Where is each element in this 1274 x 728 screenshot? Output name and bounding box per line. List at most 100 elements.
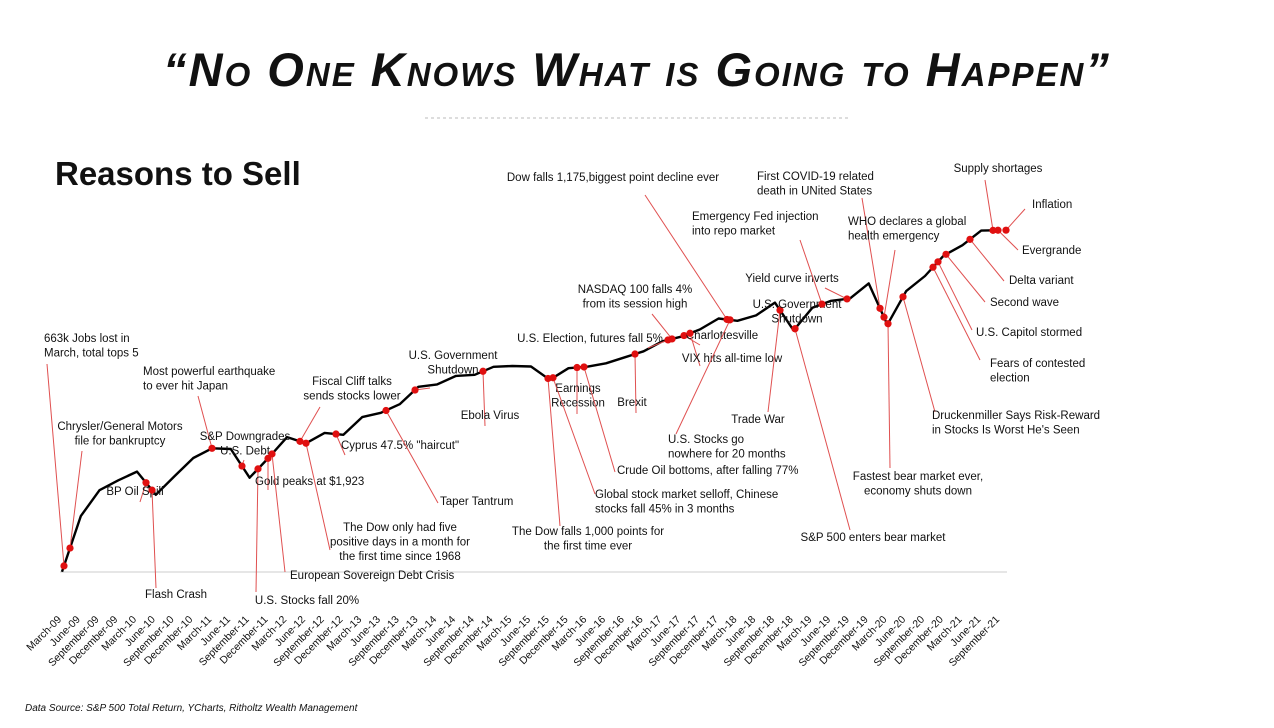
event-dot	[382, 406, 390, 415]
event-dot	[268, 450, 276, 458]
event-dot	[776, 306, 784, 314]
annotation: in Stocks Is Worst He's Seen	[932, 425, 1080, 437]
event-dot	[966, 235, 974, 243]
leader-line	[644, 194, 728, 320]
leader-line	[299, 406, 321, 442]
annotation: Recession	[551, 398, 605, 410]
annotation: Taper Tantrum	[440, 496, 513, 508]
event-dot	[934, 258, 942, 266]
leader-line	[997, 229, 1019, 251]
annotation: U.S. Debt	[220, 446, 271, 458]
leader-line	[547, 378, 561, 527]
event-dot	[411, 386, 419, 394]
annotation: U.S. Election, futures fall 5%	[517, 333, 663, 345]
leader-line	[794, 328, 851, 531]
leader-line	[305, 443, 331, 551]
leader-line	[583, 366, 616, 473]
annotation: Druckenmiller Says Risk-Reward	[932, 410, 1100, 422]
event-dot	[302, 439, 310, 447]
annotation: from its session high	[583, 299, 688, 311]
annotation: Emergency Fed injection	[692, 211, 819, 223]
annotation: Most powerful earthquake	[143, 366, 275, 378]
annotation: Earnings	[555, 383, 601, 395]
leader-line	[1005, 208, 1026, 231]
leader-line	[46, 363, 65, 566]
annotation: VIX hits all-time low	[682, 353, 783, 365]
annotation: The Dow only had five	[343, 522, 457, 534]
annotation: NASDAQ 100 falls 4%	[578, 284, 692, 296]
annotation: nowhere for 20 months	[668, 449, 786, 461]
event-dot	[876, 304, 884, 312]
annotation: Evergrande	[1022, 245, 1081, 257]
annotation: Supply shortages	[954, 163, 1043, 175]
event-dot	[580, 363, 588, 371]
event-dot	[680, 331, 688, 340]
leader-line	[767, 310, 781, 413]
annotation: Trade War	[731, 414, 785, 426]
leader-line	[945, 253, 986, 303]
annotation: death in UNited States	[757, 186, 872, 198]
event-dot	[332, 430, 340, 438]
event-dot	[791, 325, 799, 333]
annotation: Cyprus 47.5% "haircut"	[341, 440, 459, 452]
leader-line	[675, 319, 731, 435]
annotation: March, total tops 5	[44, 348, 139, 360]
annotation: Chrysler/General Motors	[57, 421, 183, 433]
event-dot	[994, 226, 1002, 234]
event-dot	[254, 465, 262, 473]
annotation: S&P Downgrades	[200, 431, 291, 443]
event-dot	[723, 315, 731, 324]
annotation: sends stocks lower	[303, 391, 400, 403]
event-dot	[942, 250, 950, 258]
event-dot	[142, 479, 150, 487]
event-dot	[573, 363, 581, 372]
chart-title: Reasons to Sell	[55, 155, 301, 192]
event-dot	[880, 313, 888, 321]
annotation: First COVID-19 related	[757, 171, 874, 183]
event-dot	[929, 263, 937, 271]
event-dot	[60, 562, 68, 570]
leader-line	[651, 313, 673, 340]
annotation: Global stock market selloff, Chinese	[595, 489, 778, 501]
leader-line	[902, 296, 936, 413]
event-dot	[668, 335, 676, 343]
source: Data Source: S&P 500 Total Return, YChar…	[25, 703, 359, 714]
annotation: file for bankruptcy	[75, 436, 166, 448]
event-dot	[631, 350, 639, 358]
annotation: stocks fall 45% in 3 months	[595, 504, 735, 516]
leader-line	[883, 249, 896, 318]
event-dot	[208, 444, 216, 452]
annotation: positive days in a month for	[330, 537, 470, 549]
annotation: economy shuts down	[864, 486, 972, 498]
event-dot	[148, 486, 156, 494]
event-dot	[843, 295, 851, 303]
leader-line	[69, 450, 83, 549]
event-dot	[296, 437, 304, 445]
annotation: Inflation	[1032, 199, 1072, 211]
leader-line	[799, 239, 823, 305]
annotation: 663k Jobs lost in	[44, 333, 130, 345]
event-dot	[818, 300, 826, 308]
annotation: Shutdown	[771, 314, 822, 326]
event-dot	[549, 374, 557, 382]
annotation: Dow falls 1,175,biggest point decline ev…	[507, 172, 719, 184]
leader-line	[552, 377, 596, 495]
leader-line	[932, 267, 981, 361]
event-dot	[989, 226, 997, 234]
leader-line	[197, 395, 213, 449]
annotation: U.S. Stocks fall 20%	[255, 595, 359, 607]
leader-line	[634, 354, 637, 414]
event-dot	[899, 293, 907, 301]
leader-line	[937, 261, 973, 331]
annotation: Flash Crash	[145, 589, 207, 601]
event-dot	[1002, 226, 1010, 234]
annotation: the first time since 1968	[339, 551, 460, 563]
annotation: U.S. Stocks go	[668, 434, 744, 446]
annotation: Delta variant	[1009, 275, 1074, 287]
annotation: Yield curve inverts	[745, 273, 839, 285]
leader-line	[861, 197, 881, 309]
line	[60, 229, 1001, 573]
annotation: Shutdown	[427, 365, 478, 377]
